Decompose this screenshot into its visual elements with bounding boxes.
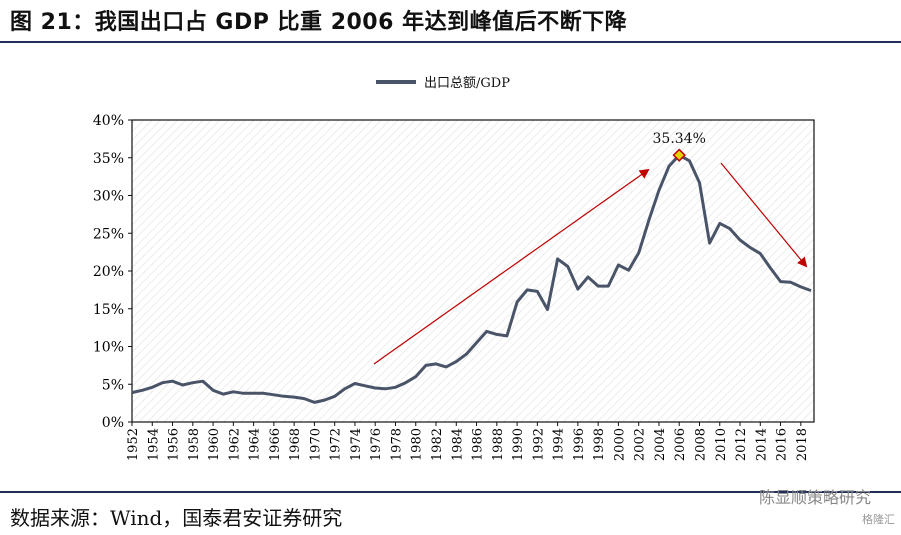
source-rule [0,491,901,493]
plot-area [131,119,815,423]
x-tick-label: 2000 [612,428,627,461]
y-axis: 0% 5% 10% 15% 20% 25% 30% 35% 40% [93,113,132,431]
x-tick-label: 2012 [734,428,749,461]
legend: 出口总额/GDP [376,76,510,91]
x-tick-label: 1968 [288,428,303,461]
x-tick-label: 1960 [207,428,222,461]
watermark: 陈显顺策略研究 [758,488,871,507]
x-tick-label: 1980 [410,428,425,461]
series-line-export-gdp [131,153,812,404]
y-tick-label: 5% [102,377,124,393]
watermark-small: 格隆汇 [862,513,895,526]
x-tick-label: 2018 [795,428,810,461]
x-tick-label: 1964 [248,428,263,461]
x-axis: 1952 1954 1956 1958 1960 1962 1964 1966 1968 1970… [126,422,810,461]
legend-label: 出口总额/GDP [424,76,510,91]
x-tick-label: 1956 [167,428,182,461]
x-tick-label: 1972 [329,428,344,461]
x-tick-label: 1992 [531,428,546,461]
x-tick-label: 2006 [673,428,688,461]
source-note: 数据来源：Wind，国泰君安证券研究 [10,506,343,530]
peak-annotation: 35.34% [653,131,706,147]
x-tick-label: 1962 [227,428,242,461]
x-tick-label: 1966 [268,428,283,461]
y-tick-label: 25% [93,226,124,242]
export-gdp-line-chart: 出口总额/GDP 0%5%10%15%20%25%30%35%40% 1952 1… [93,76,815,461]
title-rule [0,41,901,43]
y-tick-label: 10% [93,340,124,356]
x-tick-label: 2004 [653,428,668,461]
y-tick-label: 20% [93,264,124,280]
x-tick-label: 1970 [308,428,323,461]
x-tick-label: 1996 [572,428,587,461]
x-tick-label: 2010 [714,428,729,461]
y-tick-label: 0% [102,415,124,431]
x-tick-label: 1986 [471,428,486,461]
x-tick-label: 1978 [389,428,404,461]
x-tick-label: 1998 [592,428,607,461]
x-tick-label: 1984 [450,428,465,461]
x-tick-label: 1982 [430,428,445,461]
figure-title: 图 21：我国出口占 GDP 比重 2006 年达到峰值后不断下降 [10,10,628,35]
x-tick-label: 1954 [146,428,161,461]
x-tick-label: 2008 [693,428,708,461]
x-tick-label: 2002 [633,428,648,461]
peak-point [672,148,686,162]
x-tick-label: 1990 [511,428,526,461]
x-tick-label: 1952 [126,428,141,461]
x-tick-label: 1976 [369,428,384,461]
y-tick-label: 15% [93,302,124,318]
rising-trend-arrow [373,168,650,365]
x-tick-label: 1974 [349,428,364,461]
x-tick-label: 2014 [754,428,769,461]
y-tick-label: 35% [93,151,124,167]
x-tick-label: 1994 [552,428,567,461]
x-tick-label: 1988 [491,428,506,461]
peak-marker: 35.34% [653,131,706,162]
y-tick-label: 40% [93,113,124,129]
x-tick-label: 2016 [775,428,790,461]
falling-trend-arrow [720,162,808,268]
y-tick-label: 30% [93,189,124,205]
x-tick-label: 1958 [187,428,202,461]
